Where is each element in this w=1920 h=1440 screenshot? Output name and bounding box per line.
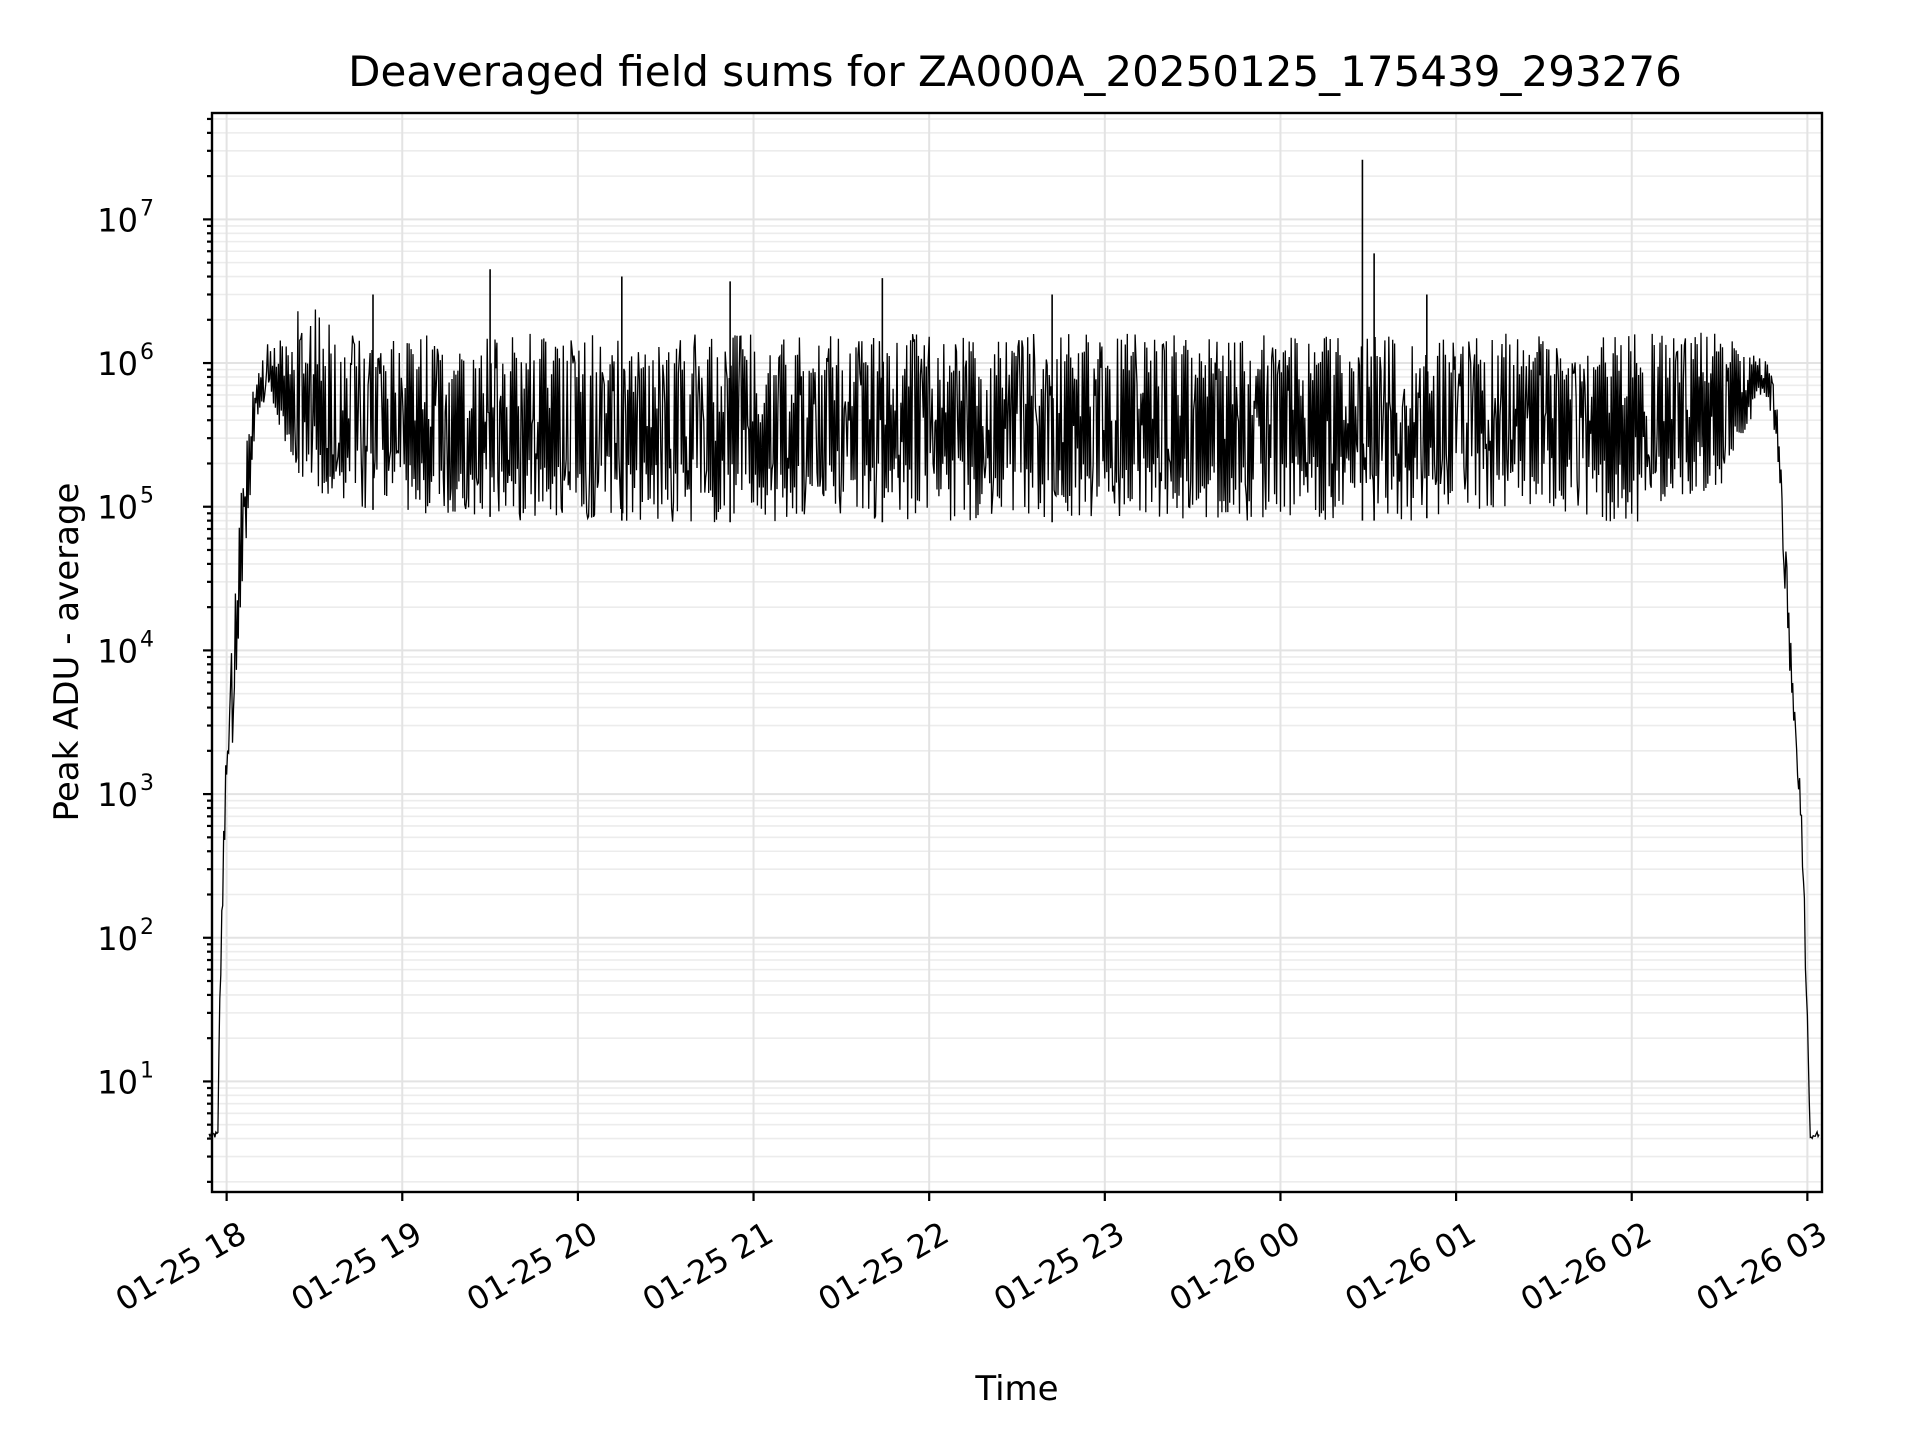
plot-area bbox=[208, 159, 1820, 1140]
y-tick-exponent: 2 bbox=[140, 915, 154, 940]
y-tick-exponent: 3 bbox=[140, 771, 154, 796]
y-tick-exponent: 4 bbox=[140, 627, 154, 652]
y-tick-exponent: 5 bbox=[140, 484, 154, 509]
y-tick-exponent: 7 bbox=[140, 196, 154, 221]
y-tick-exponent: 1 bbox=[140, 1058, 154, 1083]
y-tick-exponent: 6 bbox=[140, 340, 154, 365]
plot-frame bbox=[210, 111, 1824, 1194]
x-axis-label: Time bbox=[974, 1369, 1058, 1409]
y-axis-label: Peak ADU - average bbox=[47, 483, 87, 822]
chart-title: Deaveraged field sums for ZA000A_2025012… bbox=[348, 47, 1682, 96]
series-line bbox=[208, 309, 1820, 1140]
grid bbox=[212, 113, 1822, 1192]
